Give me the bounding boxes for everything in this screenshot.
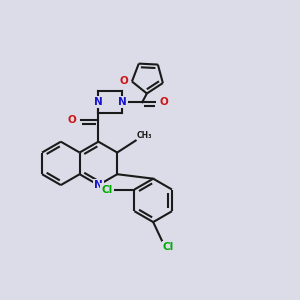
Text: O: O <box>120 76 128 86</box>
Text: O: O <box>67 115 76 125</box>
Text: Cl: Cl <box>101 184 112 194</box>
Text: CH₃: CH₃ <box>137 131 152 140</box>
Text: N: N <box>94 180 103 190</box>
Text: N: N <box>94 97 103 107</box>
Text: Cl: Cl <box>163 242 174 252</box>
Text: O: O <box>160 97 169 107</box>
Text: N: N <box>118 97 127 107</box>
